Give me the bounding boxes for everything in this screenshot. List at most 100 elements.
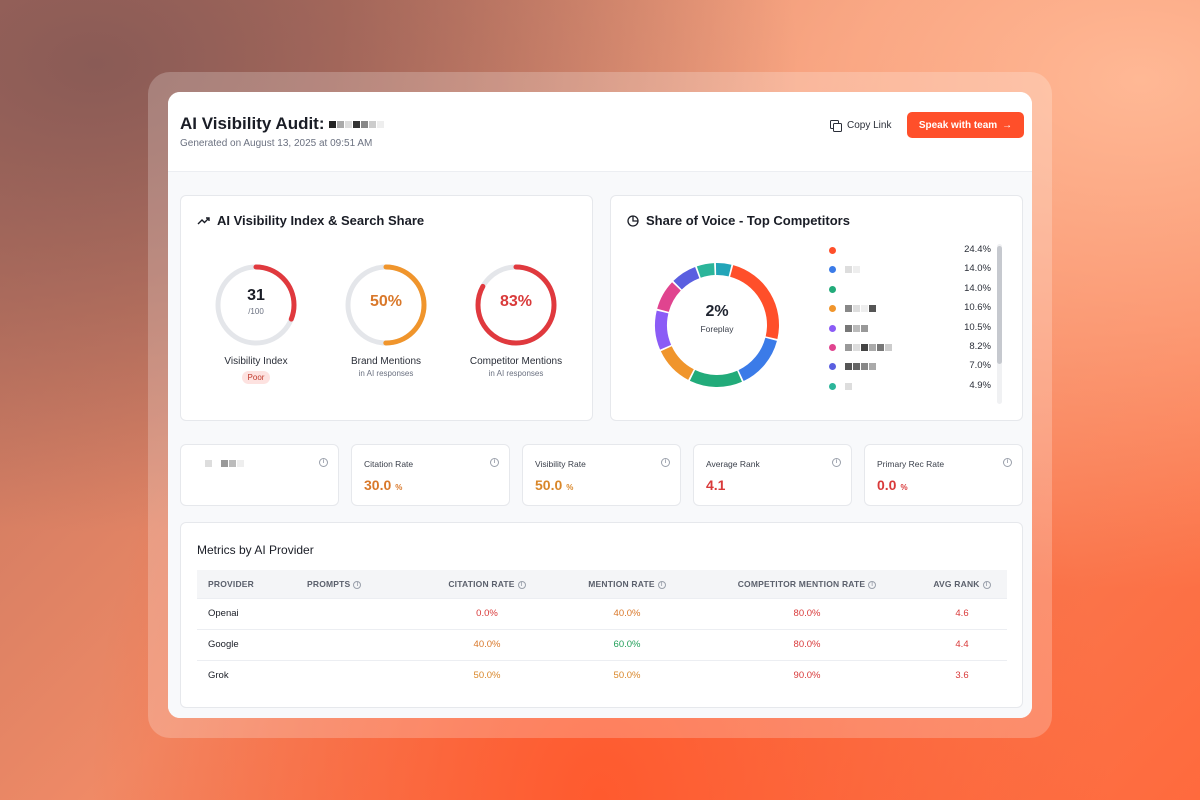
prompts-count <box>307 628 417 660</box>
gauge-value-text: 83% <box>499 293 533 310</box>
metric-value: 4.1 <box>706 477 726 493</box>
metric-label: Average Rank <box>706 459 760 469</box>
gauge-label: Competitor Mentions <box>469 356 563 367</box>
gauge-value: 50% <box>331 293 441 311</box>
gauge-ring <box>345 264 427 346</box>
donut-slice-4[interactable] <box>660 346 694 380</box>
page-title: AI Visibility Audit: <box>180 114 384 134</box>
info-icon[interactable]: i <box>657 580 666 589</box>
legend-color-dot <box>829 305 836 313</box>
col-competitor-mention-rate: Competitor Mention Rate i <box>697 570 917 598</box>
legend-value: 10.5% <box>964 321 991 333</box>
col-mention-rate: Mention Rate i <box>557 570 697 598</box>
report-header: AI Visibility Audit: Generated on August… <box>168 92 1032 172</box>
provider-table-header: Provider Prompts i Citation Rate i Mention… <box>197 570 1007 598</box>
col-prompts: Prompts i <box>307 570 417 598</box>
donut-slice-9[interactable] <box>715 263 732 277</box>
arrow-right-icon: → <box>1002 119 1013 131</box>
legend-color-dot <box>829 382 836 390</box>
info-icon[interactable]: i <box>832 458 841 467</box>
mention-rate: 40.0% <box>557 597 697 629</box>
table-row: Google 40.0% 60.0% 80.0% 4.4 <box>197 628 1007 660</box>
redacted-competitor-name <box>845 305 876 313</box>
visibility-panel: AI Visibility Index & Search Share 31/10… <box>180 195 593 421</box>
share-panel: Share of Voice - Top Competitors 2% Fore… <box>610 195 1023 421</box>
info-icon[interactable]: i <box>490 458 499 467</box>
mention-rate: 60.0% <box>557 628 697 660</box>
metric-card: Primary Rec Rate 0.0% i <box>864 444 1023 506</box>
redacted-brand-name <box>328 120 384 128</box>
legend-scrollbar-thumb[interactable] <box>997 246 1002 364</box>
legend-value: 24.4% <box>964 244 991 255</box>
metric-value: 50.0% <box>535 477 574 493</box>
info-icon[interactable]: i <box>982 580 991 589</box>
gauge-ring <box>475 264 557 346</box>
prompts-count <box>307 597 417 629</box>
report-body: AI Visibility Index & Search Share 31/10… <box>168 172 1032 718</box>
donut-center-label: Foreplay <box>700 324 734 334</box>
speak-with-team-label: Speak with team <box>918 119 998 131</box>
copy-link-button[interactable]: Copy Link <box>830 118 891 132</box>
gauge-3: 83% Competitor Mentions in AI responses <box>461 260 571 378</box>
info-icon[interactable]: i <box>319 458 328 467</box>
provider-name: Openai <box>197 597 307 629</box>
gauge-fill <box>475 264 557 346</box>
legend-item: 10.6% <box>829 302 991 316</box>
pie-chart-icon <box>627 214 639 227</box>
competitor-mention-rate: 90.0% <box>697 659 917 691</box>
provider-table-title: Metrics by AI Provider <box>197 543 314 557</box>
metric-card: i <box>180 444 339 506</box>
legend-item: 8.2% <box>829 341 991 355</box>
metric-card: Citation Rate 30.0% i <box>351 444 510 506</box>
legend-item: 4.9% <box>829 380 991 394</box>
redacted-metric-label <box>205 460 244 467</box>
info-icon[interactable]: i <box>353 580 362 589</box>
avg-rank: 4.4 <box>917 628 1007 660</box>
donut-slice-5[interactable] <box>655 310 672 350</box>
citation-rate: 40.0% <box>417 628 557 660</box>
legend-color-dot <box>829 344 836 351</box>
redacted-competitor-name <box>845 344 892 351</box>
info-icon[interactable]: i <box>517 580 526 589</box>
info-icon[interactable]: i <box>868 580 877 589</box>
share-title-text: Share of Voice - Top Competitors <box>646 213 850 228</box>
legend-value: 7.0% <box>969 360 991 372</box>
donut-slice-6[interactable] <box>657 282 681 312</box>
legend-item: 14.0% <box>829 263 991 277</box>
avg-rank: 3.6 <box>917 659 1007 691</box>
donut-slice-3[interactable] <box>689 369 742 387</box>
generated-timestamp: Generated on August 13, 2025 at 09:51 AM <box>180 138 373 149</box>
speak-with-team-button[interactable]: Speak with team → <box>907 112 1024 138</box>
legend-value: 8.2% <box>969 341 991 352</box>
info-icon[interactable]: i <box>661 458 670 467</box>
metric-label: Citation Rate <box>364 459 414 469</box>
metric-label: Visibility Rate <box>535 459 586 469</box>
provider-name: Google <box>197 628 307 660</box>
legend-value: 14.0% <box>964 282 991 294</box>
report-card: AI Visibility Audit: Generated on August… <box>168 92 1032 718</box>
legend-item: 24.4% <box>829 244 991 258</box>
info-icon[interactable]: i <box>1003 458 1012 467</box>
share-panel-title: Share of Voice - Top Competitors <box>627 213 850 228</box>
metric-card: Visibility Rate 50.0% i <box>522 444 681 506</box>
provider-table: Provider Prompts i Citation Rate i Mention… <box>197 570 1007 691</box>
gauge-1: 31/100 Visibility Index Poor <box>201 260 311 385</box>
metric-label: Primary Rec Rate <box>877 459 945 469</box>
copy-icon <box>830 119 842 132</box>
status-badge: Poor <box>241 371 271 384</box>
legend-item: 7.0% <box>829 360 991 374</box>
donut-slice-2[interactable] <box>738 337 777 381</box>
competitor-mention-rate: 80.0% <box>697 597 917 629</box>
citation-rate: 0.0% <box>417 597 557 629</box>
legend-color-dot <box>829 285 836 293</box>
provider-panel: Metrics by AI Provider Provider Prompts i… <box>180 522 1023 708</box>
donut-slice-1[interactable] <box>730 265 779 340</box>
legend-item: 14.0% <box>829 283 991 297</box>
donut-slice-7[interactable] <box>673 267 700 290</box>
legend-color-dot <box>829 363 836 371</box>
legend-scrollbar[interactable] <box>997 244 1002 404</box>
donut-slice-8[interactable] <box>696 263 715 278</box>
mention-rate: 50.0% <box>557 659 697 691</box>
metric-value: 0.0% <box>877 477 908 493</box>
prompts-count <box>307 659 417 691</box>
